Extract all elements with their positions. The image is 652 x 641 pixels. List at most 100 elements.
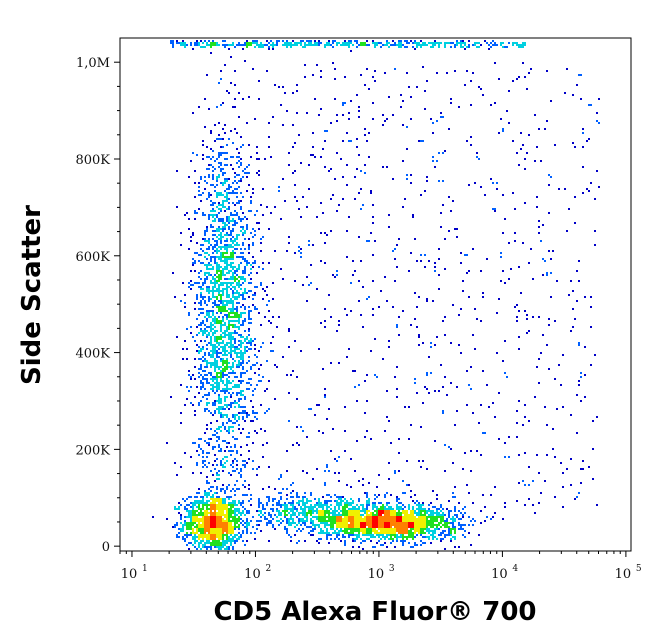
event-point: [450, 540, 452, 542]
event-point: [232, 320, 234, 322]
event-point: [208, 538, 210, 540]
event-point: [226, 506, 228, 508]
event-point: [232, 358, 234, 360]
event-point: [236, 292, 238, 294]
event-point: [224, 164, 226, 166]
event-point: [244, 278, 246, 280]
event-point: [226, 258, 228, 260]
event-point: [190, 512, 192, 514]
event-point: [222, 350, 224, 352]
event-point: [242, 366, 244, 368]
event-point: [238, 366, 240, 368]
event-point: [226, 456, 228, 458]
event-point: [228, 408, 230, 410]
event-point: [210, 486, 212, 488]
event-point: [220, 70, 222, 72]
event-point: [234, 340, 236, 342]
event-point: [208, 288, 210, 290]
event-point: [240, 474, 242, 476]
event-point: [220, 426, 222, 428]
event-point: [206, 156, 208, 158]
event-point: [218, 500, 220, 502]
event-point: [250, 210, 252, 212]
event-point: [210, 514, 212, 516]
event-point: [192, 522, 194, 524]
event-point: [396, 540, 398, 542]
event-point: [220, 260, 222, 262]
event-point: [220, 194, 222, 196]
event-point: [224, 282, 226, 284]
event-point: [214, 504, 216, 506]
event-point: [422, 510, 424, 512]
event-point: [174, 526, 176, 528]
event-point: [178, 532, 180, 534]
event-point: [246, 522, 248, 524]
event-point: [220, 308, 222, 310]
event-point: [228, 432, 230, 434]
event-point: [198, 518, 200, 520]
event-point: [222, 416, 224, 418]
event-point: [258, 502, 260, 504]
event-point: [196, 530, 198, 532]
event-point: [228, 536, 230, 538]
event-point: [234, 270, 236, 272]
event-point: [224, 528, 226, 530]
event-point: [238, 516, 240, 518]
event-point: [240, 362, 242, 364]
event-point: [230, 528, 232, 530]
event-point: [190, 240, 192, 242]
event-point: [384, 542, 386, 544]
event-point: [208, 108, 210, 110]
event-point: [202, 504, 204, 506]
event-point: [214, 304, 216, 306]
event-point: [222, 390, 224, 392]
event-point: [236, 238, 238, 240]
event-point: [228, 308, 230, 310]
event-point: [220, 376, 222, 378]
event-point: [254, 306, 256, 308]
event-point: [218, 366, 220, 368]
event-point: [180, 522, 182, 524]
event-point: [220, 234, 222, 236]
event-point: [194, 522, 196, 524]
event-point: [234, 324, 236, 326]
event-point: [220, 302, 222, 304]
event-point: [220, 320, 222, 322]
event-point: [232, 308, 234, 310]
event-point: [224, 260, 226, 262]
event-point: [216, 304, 218, 306]
event-point: [238, 406, 240, 408]
event-point: [230, 252, 232, 254]
event-point: [240, 382, 242, 384]
event-point: [226, 232, 228, 234]
event-point: [218, 166, 220, 168]
event-point: [218, 408, 220, 410]
event-point: [222, 342, 224, 344]
event-point: [254, 354, 256, 356]
event-point: [214, 340, 216, 342]
event-point: [198, 524, 200, 526]
event-point: [204, 354, 206, 356]
event-point: [372, 524, 374, 526]
event-point: [200, 368, 202, 370]
event-point: [212, 514, 214, 516]
event-point: [382, 524, 384, 526]
event-point: [230, 382, 232, 384]
event-point: [246, 436, 248, 438]
event-point: [226, 248, 228, 250]
event-point: [214, 512, 216, 514]
data-points: [152, 40, 600, 550]
event-point: [204, 316, 206, 318]
event-point: [224, 152, 226, 154]
event-point: [242, 324, 244, 326]
event-point: [218, 218, 220, 220]
event-point: [210, 428, 212, 430]
event-point: [226, 530, 228, 532]
event-point: [212, 230, 214, 232]
event-point: [250, 232, 252, 234]
event-point: [230, 232, 232, 234]
event-point: [244, 466, 246, 468]
event-point: [190, 510, 192, 512]
event-point: [220, 154, 222, 156]
event-point: [234, 314, 236, 316]
